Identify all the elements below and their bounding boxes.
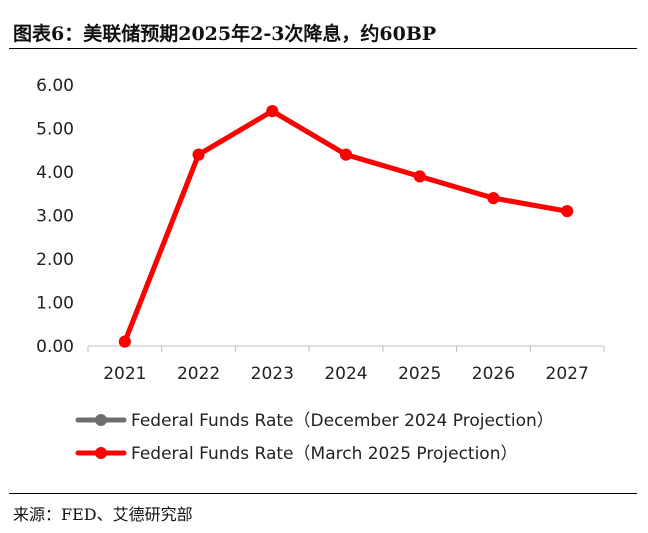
- y-tick-label: 6.00: [36, 76, 74, 96]
- x-tick-label: 2027: [546, 364, 589, 384]
- legend-marker: [95, 447, 107, 459]
- x-tick-label: 2026: [472, 364, 515, 384]
- x-tick-label: 2021: [103, 364, 146, 384]
- legend: Federal Funds Rate（December 2024 Project…: [75, 411, 554, 464]
- data-point: [266, 105, 279, 118]
- data-point: [561, 205, 574, 218]
- line-chart: 0.001.002.003.004.005.006.00 2021 2022 202…: [36, 76, 605, 464]
- y-tick-label: 5.00: [36, 120, 74, 140]
- y-tick-label: 2.00: [36, 250, 74, 270]
- legend-item: Federal Funds Rate（March 2025 Projection…: [75, 444, 517, 464]
- legend-item: Federal Funds Rate（December 2024 Project…: [75, 411, 554, 431]
- x-tick-label: 2022: [177, 364, 220, 384]
- x-tick-label: 2024: [324, 364, 367, 384]
- figure-title: 图表6：美联储预期2025年2-3次降息，约60BP: [13, 23, 437, 45]
- series-group: [118, 105, 574, 348]
- x-axis: 2021 2022 2023 2024 2025 2026 2027: [87, 345, 605, 384]
- data-point: [192, 148, 205, 161]
- title-bar: 图表6：美联储预期2025年2-3次降息，约60BP: [9, 14, 637, 49]
- y-tick-label: 0.00: [36, 337, 74, 357]
- y-tick-label: 1.00: [36, 294, 74, 314]
- legend-marker: [95, 414, 107, 426]
- x-tick-label: 2023: [251, 364, 294, 384]
- y-tick-label: 4.00: [36, 163, 74, 183]
- data-point: [487, 192, 500, 205]
- legend-label: Federal Funds Rate（December 2024 Project…: [131, 411, 554, 431]
- series-line: [122, 108, 570, 345]
- source-bar: 来源：FED、艾德研究部: [9, 493, 637, 524]
- data-point: [340, 148, 352, 161]
- x-tick-label: 2025: [398, 364, 441, 384]
- y-tick-label: 3.00: [36, 207, 74, 227]
- legend-label: Federal Funds Rate（March 2025 Projection…: [131, 444, 517, 464]
- source-note: 来源：FED、艾德研究部: [13, 505, 193, 524]
- data-point: [413, 170, 426, 183]
- series-2: [118, 105, 574, 348]
- series-1: [118, 105, 574, 348]
- y-axis: 0.00 1.00 2.00 3.00 4.00 5.00 6.00: [36, 76, 74, 357]
- series-line: [122, 108, 570, 345]
- data-point: [118, 335, 131, 348]
